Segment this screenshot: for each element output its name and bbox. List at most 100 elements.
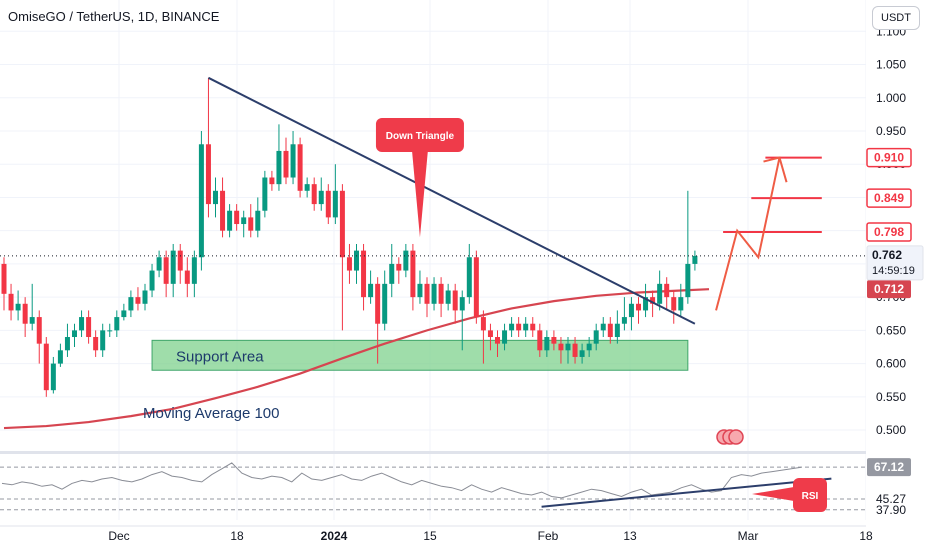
candle[interactable] <box>417 270 423 304</box>
candle[interactable] <box>537 323 543 357</box>
candle[interactable] <box>396 257 402 284</box>
candle[interactable] <box>149 263 155 298</box>
candle[interactable] <box>600 317 606 338</box>
candle[interactable] <box>664 277 670 311</box>
candle[interactable] <box>8 283 14 321</box>
candle[interactable] <box>551 330 557 351</box>
candle[interactable] <box>241 210 247 238</box>
candle[interactable] <box>487 323 493 351</box>
candle[interactable] <box>593 323 599 351</box>
candle[interactable] <box>311 177 317 211</box>
candle[interactable] <box>318 177 324 211</box>
candle[interactable] <box>163 250 169 298</box>
candle[interactable] <box>1 257 7 311</box>
candle[interactable] <box>459 290 465 351</box>
candle[interactable] <box>495 330 500 357</box>
candle[interactable] <box>339 184 345 331</box>
candle[interactable] <box>579 343 585 364</box>
candle[interactable] <box>431 277 437 311</box>
candle[interactable] <box>445 283 451 311</box>
candle[interactable] <box>227 204 233 238</box>
candle[interactable] <box>248 204 254 238</box>
candle[interactable] <box>424 277 430 318</box>
candle[interactable] <box>86 310 92 344</box>
candle[interactable] <box>509 317 515 338</box>
candle[interactable] <box>22 297 28 338</box>
candle[interactable] <box>36 310 42 364</box>
candle[interactable] <box>15 290 21 321</box>
currency-button[interactable]: USDT <box>872 6 920 30</box>
candle[interactable] <box>29 283 35 331</box>
candle[interactable] <box>205 77 211 218</box>
candle[interactable] <box>502 323 508 351</box>
candle[interactable] <box>220 177 226 238</box>
candle[interactable] <box>297 137 303 198</box>
candle[interactable] <box>255 197 261 238</box>
candle[interactable] <box>50 356 56 394</box>
candle[interactable] <box>530 317 536 338</box>
candle[interactable] <box>72 323 77 347</box>
candle[interactable] <box>269 170 275 191</box>
candle[interactable] <box>586 337 592 357</box>
candle[interactable] <box>650 290 656 318</box>
candles-layer[interactable] <box>1 77 698 397</box>
candle[interactable] <box>114 310 120 338</box>
candle[interactable] <box>142 283 148 311</box>
candle[interactable] <box>332 164 338 225</box>
candle[interactable] <box>692 250 698 271</box>
candle[interactable] <box>290 130 296 185</box>
candle[interactable] <box>643 283 649 318</box>
candle[interactable] <box>403 243 409 278</box>
candle[interactable] <box>213 177 218 218</box>
candle[interactable] <box>389 243 395 298</box>
candle[interactable] <box>382 270 388 331</box>
candle[interactable] <box>614 310 620 344</box>
candle[interactable] <box>516 317 522 338</box>
candle[interactable] <box>544 330 550 357</box>
candle[interactable] <box>523 317 529 338</box>
candle[interactable] <box>177 243 183 284</box>
candle[interactable] <box>93 330 99 357</box>
candle[interactable] <box>57 343 63 367</box>
candle[interactable] <box>283 137 289 185</box>
candle[interactable] <box>628 297 634 331</box>
candle[interactable] <box>276 124 282 191</box>
candle[interactable] <box>438 277 444 318</box>
candle[interactable] <box>325 184 331 225</box>
candle[interactable] <box>466 243 472 304</box>
candle[interactable] <box>572 337 578 364</box>
candle[interactable] <box>452 283 458 324</box>
candle[interactable] <box>170 243 176 298</box>
candle[interactable] <box>361 243 367 311</box>
candle[interactable] <box>346 243 352 284</box>
candle[interactable] <box>657 270 663 311</box>
candle[interactable] <box>375 277 381 364</box>
candle[interactable] <box>558 337 564 364</box>
candle[interactable] <box>135 287 141 311</box>
candle[interactable] <box>234 204 240 231</box>
candle[interactable] <box>565 337 571 364</box>
candle[interactable] <box>198 130 204 271</box>
candle[interactable] <box>678 283 684 318</box>
rsi-pane[interactable]: RSI <box>0 462 866 512</box>
candle[interactable] <box>64 323 70 357</box>
candle[interactable] <box>480 310 486 364</box>
candle[interactable] <box>304 177 310 198</box>
candle[interactable] <box>107 323 113 338</box>
candle[interactable] <box>621 297 627 331</box>
candle[interactable] <box>191 250 197 298</box>
candle[interactable] <box>685 190 691 304</box>
candle[interactable] <box>262 170 268 218</box>
candle[interactable] <box>100 323 106 357</box>
candle[interactable] <box>473 250 479 324</box>
candle[interactable] <box>79 310 85 338</box>
candle[interactable] <box>121 303 127 321</box>
candle[interactable] <box>184 257 190 298</box>
candle[interactable] <box>607 317 613 344</box>
candle[interactable] <box>368 270 374 304</box>
candle[interactable] <box>636 297 641 324</box>
candle[interactable] <box>43 337 49 397</box>
candle[interactable] <box>354 243 359 284</box>
candle[interactable] <box>671 290 677 324</box>
